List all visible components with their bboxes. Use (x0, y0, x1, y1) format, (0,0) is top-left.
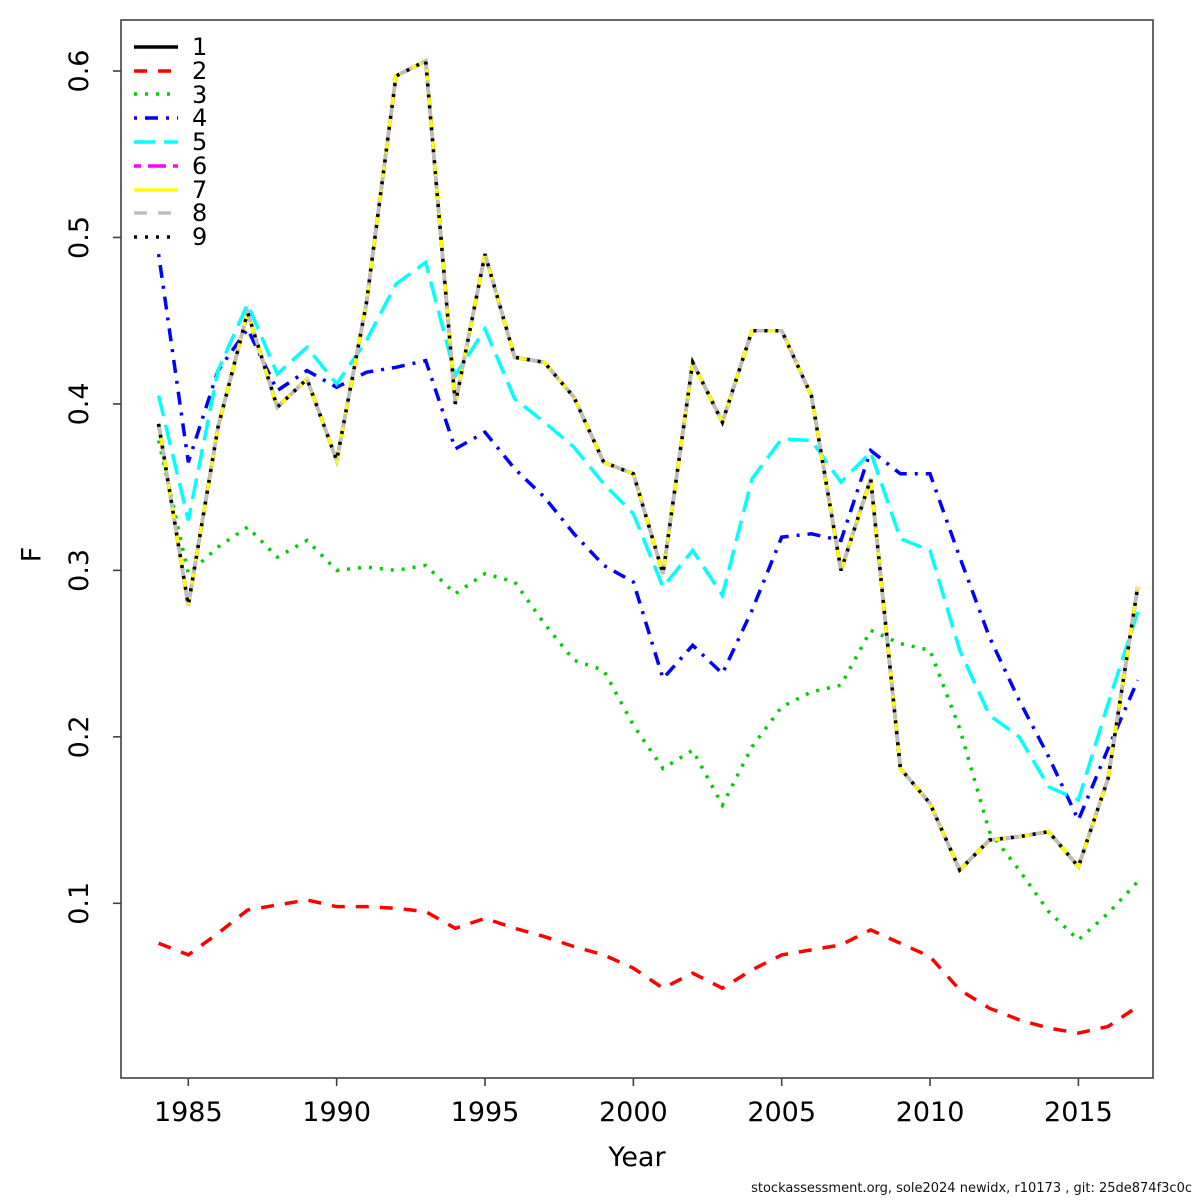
series-line-2 (157, 898, 1139, 1035)
y-tick-label: 0.4 (64, 382, 95, 425)
legend-item-5: 5 (134, 130, 207, 154)
series-line-9 (156, 58, 1140, 874)
legend-item-1: 1 (134, 35, 207, 59)
legend-item-3: 3 (134, 83, 207, 107)
series-line-1 (156, 58, 1140, 874)
legend-line-sample-5 (134, 140, 178, 144)
legend-item-2: 2 (134, 59, 207, 83)
legend-label-4: 4 (192, 104, 208, 133)
x-tick-label: 1985 (154, 1097, 223, 1128)
y-tick-label: 0.3 (64, 549, 95, 592)
legend-label-2: 2 (192, 56, 208, 85)
series-line-7 (156, 58, 1140, 874)
legend-line-sample-1 (134, 45, 178, 49)
legend-item-6: 6 (134, 154, 207, 178)
legend-line-sample-9 (134, 235, 178, 240)
x-tick-label: 2010 (896, 1097, 965, 1128)
y-axis-title: F (16, 546, 48, 563)
legend-line-sample-7 (134, 187, 178, 192)
x-tick-label: 1990 (302, 1097, 371, 1128)
x-axis-title: Year (608, 1142, 666, 1173)
footer-note: stockassessment.org, sole2024 newidx, r1… (751, 1181, 1192, 1196)
legend-line-sample-6 (134, 164, 178, 168)
x-tick-label: 2015 (1044, 1097, 1113, 1128)
legend-item-4: 4 (134, 106, 207, 130)
legend-line-sample-4 (134, 116, 178, 121)
legend-label-9: 9 (192, 223, 208, 252)
series-line-3 (156, 440, 1139, 943)
series-line-8 (156, 58, 1140, 874)
legend-label-5: 5 (192, 128, 208, 157)
x-tick-label: 2000 (599, 1097, 668, 1128)
legend-label-6: 6 (192, 151, 208, 180)
legend-item-9: 9 (134, 225, 207, 249)
plot-frame (120, 19, 1154, 1079)
legend-label-7: 7 (192, 175, 208, 204)
series-line-5 (156, 259, 1140, 803)
legend-label-3: 3 (192, 80, 208, 109)
x-tick-label: 2005 (747, 1097, 816, 1128)
legend-line-sample-8 (134, 211, 178, 216)
legend-item-7: 7 (134, 178, 207, 202)
y-tick-label: 0.5 (64, 216, 95, 259)
series-line-6 (156, 58, 1140, 874)
y-tick-label: 0.6 (64, 50, 95, 93)
legend-item-8: 8 (134, 199, 208, 228)
y-tick-label: 0.1 (64, 882, 95, 925)
y-tick-label: 0.2 (64, 715, 95, 758)
series-line-4 (156, 253, 1140, 825)
legend-label-8: 8 (192, 199, 208, 228)
legend-line-sample-3 (134, 92, 178, 97)
legend-label-1: 1 (192, 32, 208, 61)
x-tick-label: 1995 (451, 1097, 520, 1128)
legend-line-sample-2 (134, 68, 178, 73)
